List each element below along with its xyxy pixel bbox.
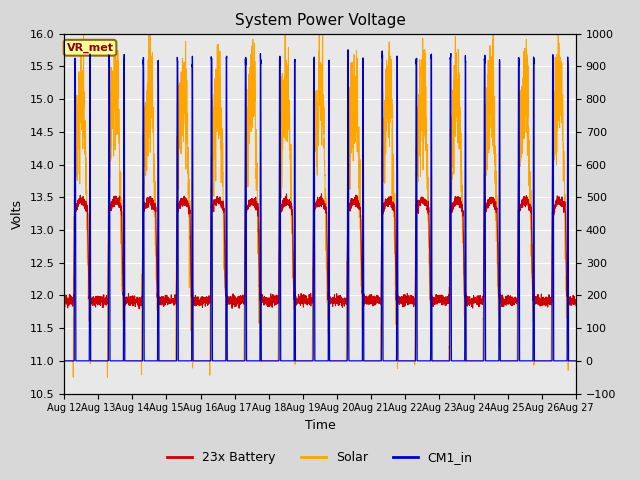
Text: VR_met: VR_met: [67, 43, 113, 53]
Title: System Power Voltage: System Power Voltage: [235, 13, 405, 28]
Legend: 23x Battery, Solar, CM1_in: 23x Battery, Solar, CM1_in: [163, 446, 477, 469]
X-axis label: Time: Time: [305, 419, 335, 432]
Y-axis label: Volts: Volts: [11, 199, 24, 228]
